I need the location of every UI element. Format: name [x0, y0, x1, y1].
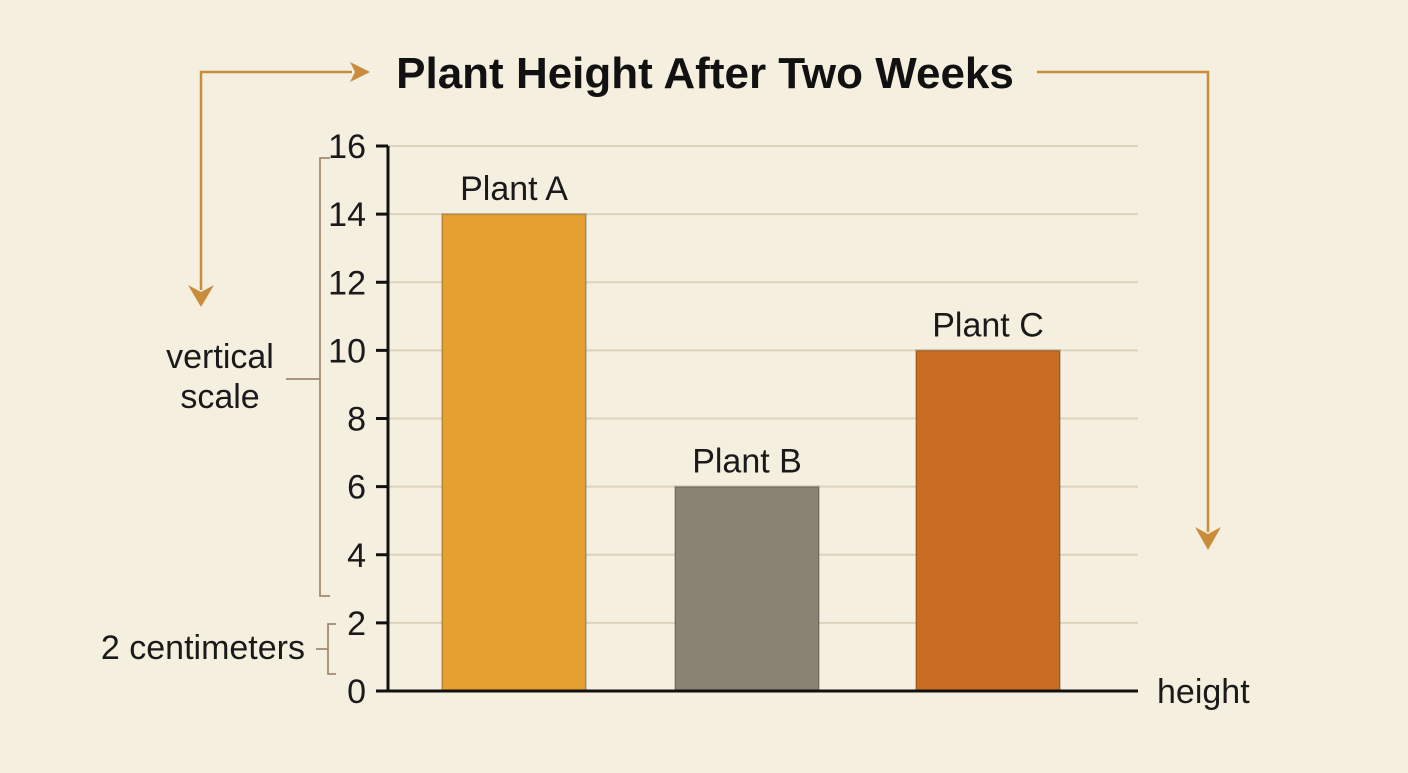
- y-tick-label: 4: [347, 537, 366, 575]
- y-tick-label: 0: [347, 673, 366, 711]
- bar-plant-a: [441, 213, 587, 692]
- unit-note: 2 centimeters: [101, 629, 305, 667]
- left-arrow-right-head: [350, 62, 370, 82]
- y-tick-label: 8: [347, 401, 366, 439]
- decorative-arrows: [188, 62, 1221, 550]
- y-tick-label: 16: [328, 128, 366, 166]
- bar-label: Plant A: [460, 170, 568, 208]
- scale-bracket: [286, 157, 330, 597]
- bar-plant-c: [915, 349, 1061, 692]
- bar-label: Plant C: [932, 306, 1044, 344]
- bar-plant-b: [674, 485, 820, 692]
- scale-note-line-2: scale: [180, 378, 259, 416]
- right-arrow-line: [1037, 70, 1210, 532]
- scale-annotation: vertical scale: [166, 157, 330, 597]
- y-tick-labels: 0 2 4 6 8 10 12 14 16: [328, 128, 388, 711]
- scale-note-line-1: vertical: [166, 338, 274, 376]
- bars: [441, 213, 1061, 692]
- y-tick-label: 14: [328, 196, 366, 234]
- bar-labels: Plant A Plant B Plant C: [460, 170, 1044, 481]
- unit-bracket: [316, 623, 336, 675]
- bar-label: Plant B: [692, 443, 802, 481]
- chart-title: Plant Height After Two Weeks: [396, 49, 1014, 98]
- unit-annotation: 2 centimeters: [101, 623, 336, 675]
- left-arrow-line: [199, 70, 352, 290]
- right-arrow-down-head: [1195, 527, 1221, 550]
- left-arrow-down-head: [188, 285, 214, 307]
- x-axis-label: height: [1157, 673, 1250, 711]
- y-tick-label: 2: [347, 605, 366, 643]
- y-tick-label: 6: [347, 469, 366, 507]
- y-tick-label: 12: [328, 264, 366, 302]
- y-tick-label: 10: [328, 332, 366, 370]
